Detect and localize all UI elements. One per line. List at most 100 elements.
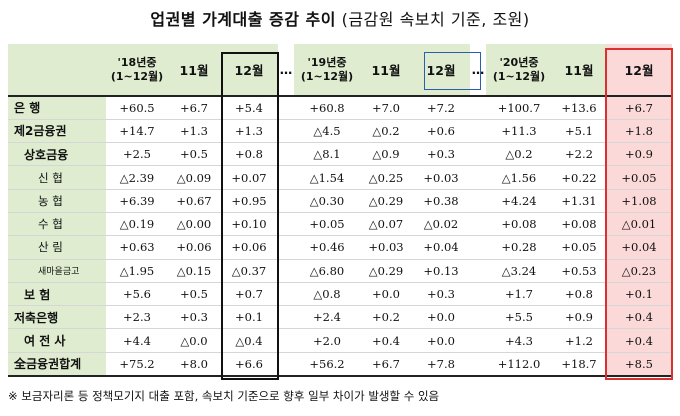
ellipsis-spacer: [278, 328, 294, 353]
table-cell: +0.3: [180, 310, 208, 325]
table-cell: +0.08: [501, 217, 537, 232]
table-cell: △0.09: [176, 170, 212, 185]
ellipsis-spacer: [470, 142, 486, 166]
ellipsis-spacer: [470, 305, 486, 329]
ellipsis-spacer: [470, 189, 486, 213]
row-insurance: 보 험 +5.6 +0.5 +0.7 △0.8 +0.0 +0.3 +1.7 +0.8 +0.1: [8, 282, 672, 306]
table-cell: +0.04: [606, 235, 672, 260]
table-cell: +0.7: [235, 287, 263, 302]
table-cell: △0.25: [368, 170, 404, 185]
table-cell: +0.3: [427, 147, 455, 162]
table-cell: +0.2: [372, 310, 400, 325]
table-cell: △0.15: [176, 263, 212, 278]
header-row: '18년중 (1~12월) 11월 12월 … '19년중 (1~12월) 11월 …: [8, 44, 672, 96]
row-forestry: 산 림 +0.63 +0.06 +0.06 +0.46 +0.03 +0.04 +0.28 +0…: [8, 235, 672, 260]
table-cell: △4.5: [313, 123, 341, 138]
header-ellipsis-2: …: [470, 44, 486, 96]
table-cell: +0.05: [309, 217, 345, 232]
row-label: 全금융권합계: [8, 352, 106, 376]
table-cell: +1.08: [606, 189, 672, 213]
table-cell: +5.4: [235, 100, 263, 115]
table-cell: +0.67: [176, 193, 212, 208]
table-title: 업권별 가계대출 증감 추이 (금감원 속보치 기준, 조원): [0, 6, 680, 30]
table-cell: △0.2: [372, 123, 400, 138]
table-cell: +0.0: [372, 287, 400, 302]
ellipsis-spacer: [470, 119, 486, 143]
header-2018-year: '18년중 (1~12월): [106, 44, 168, 96]
table-cell: +1.3: [235, 123, 263, 138]
table-cell: +1.31: [561, 193, 597, 208]
table-cell: +0.63: [119, 240, 155, 255]
table-cell: △2.39: [119, 170, 155, 185]
table-cell: +0.3: [427, 287, 455, 302]
table-cell: +6.7: [606, 96, 672, 120]
table-cell: △0.4: [235, 333, 263, 348]
ellipsis-spacer: [470, 235, 486, 260]
ellipsis-spacer: [278, 96, 294, 120]
table-cell: △0.00: [176, 217, 212, 232]
row-saemaeul: 새마을금고 △1.95 △0.15 △0.37 △6.80 △0.29 +0.13 △3.24…: [8, 259, 672, 283]
table-cell: +0.5: [180, 147, 208, 162]
title-main: 업권별 가계대출 증감 추이: [150, 10, 336, 29]
row-label: 농 협: [8, 189, 106, 213]
table-cell: +1.3: [180, 123, 208, 138]
table-cell: +0.4: [372, 333, 400, 348]
footnote: ※ 보금자리론 등 정책모기지 대출 포함, 속보치 기준으로 향후 일부 차이…: [8, 389, 440, 403]
row-label: 여 전 사: [8, 328, 106, 353]
table-cell: +0.38: [423, 193, 459, 208]
table-cell: △0.0: [180, 333, 208, 348]
table-cell: △0.07: [368, 217, 404, 232]
table-cell: +0.8: [565, 287, 593, 302]
table-cell: +112.0: [497, 356, 541, 371]
row-label: 은 행: [8, 96, 106, 120]
table-cell: +4.4: [123, 333, 151, 348]
table-cell: +1.8: [606, 119, 672, 143]
row-label: 저축은행: [8, 305, 106, 329]
table-cell: +7.2: [427, 100, 455, 115]
table-cell: +8.5: [606, 352, 672, 376]
table-cell: +1.2: [565, 333, 593, 348]
table-cell: △0.8: [313, 287, 341, 302]
header-corner: [8, 44, 106, 96]
ellipsis-spacer: [278, 259, 294, 283]
row-total: 全금융권합계 +75.2 +8.0 +6.6 +56.2 +6.7 +7.8 +112.0 +1…: [8, 352, 672, 376]
table-cell: +4.24: [501, 193, 537, 208]
table-cell: +100.7: [497, 100, 541, 115]
header-2019-dec: 12월: [412, 44, 470, 96]
table-cell: +0.8: [235, 147, 263, 162]
table-cell: △0.30: [309, 193, 345, 208]
row-label: 제2금융권: [8, 119, 106, 143]
header-2020-dec: 12월: [606, 44, 672, 96]
table-cell: △1.54: [309, 170, 345, 185]
ellipsis-spacer: [278, 305, 294, 329]
table-cell: +75.2: [119, 356, 155, 371]
row-label: 상호금융: [8, 142, 106, 166]
row-credit-finance: 여 전 사 +4.4 △0.0 △0.4 +2.0 +0.4 +0.0 +4.3 +1.2 +0.…: [8, 328, 672, 353]
ellipsis-spacer: [278, 165, 294, 190]
table-cell: △6.80: [309, 263, 345, 278]
table-cell: +0.5: [180, 287, 208, 302]
ellipsis-spacer: [470, 259, 486, 283]
table-cell: +0.53: [561, 263, 597, 278]
table-cell: +5.6: [123, 287, 151, 302]
table-cell: △0.2: [505, 147, 533, 162]
header-ellipsis-1: …: [278, 44, 294, 96]
row-bank: 은 행 +60.5 +6.7 +5.4 +60.8 +7.0 +7.2 +100.7 +13.6…: [8, 96, 672, 120]
table-cell: +60.5: [119, 100, 155, 115]
ellipsis-spacer: [470, 165, 486, 190]
table-cell: +0.13: [423, 263, 459, 278]
table-cell: △3.24: [501, 263, 537, 278]
table-cell: △0.02: [423, 217, 459, 232]
row-credit-union: 신 협 △2.39 △0.09 +0.07 △1.54 △0.25 +0.03 △1.56 +0…: [8, 165, 672, 190]
header-2020-year: '20년중 (1~12월): [486, 44, 552, 96]
table-cell: +0.22: [561, 170, 597, 185]
row-suhyup: 수 협 △0.19 △0.00 +0.10 +0.05 △0.07 △0.02 +0.08 +0…: [8, 212, 672, 236]
row-label: 새마을금고: [8, 259, 106, 283]
table-cell: +0.1: [606, 282, 672, 306]
table-cell: +0.0: [427, 310, 455, 325]
table-cell: △0.19: [119, 217, 155, 232]
table-cell: +0.6: [427, 123, 455, 138]
table-cell: +60.8: [309, 100, 345, 115]
table-cell: △0.9: [372, 147, 400, 162]
header-2019-year: '19년중 (1~12월): [294, 44, 360, 96]
